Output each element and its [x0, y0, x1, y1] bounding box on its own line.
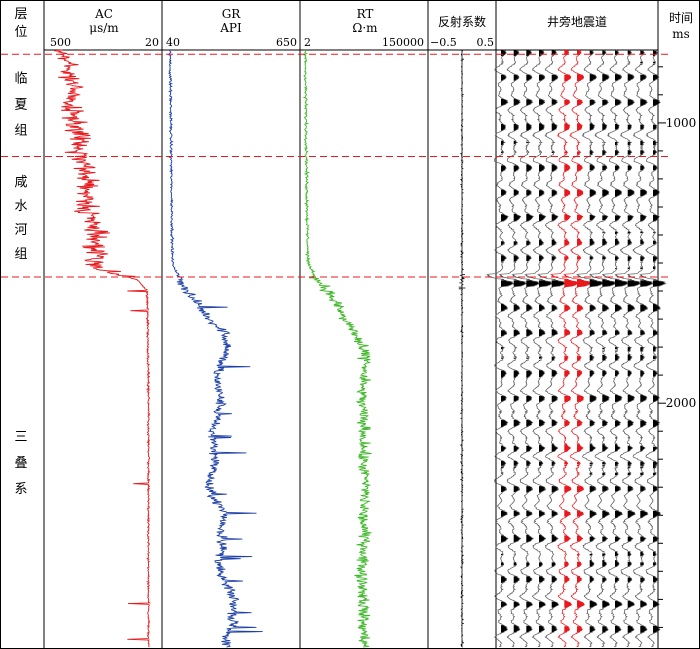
- seismic-trace-11: [614, 49, 643, 648]
- seismic-trace-8: [576, 49, 605, 648]
- ac-header-name: AC: [94, 7, 113, 21]
- log-tracks: [53, 49, 667, 648]
- rt-header-unit: Ω·m: [352, 21, 378, 35]
- seismic-trace-4: [524, 49, 555, 648]
- formation-1-char-3: 组: [14, 123, 27, 138]
- seismic-trace-fill-13: [653, 50, 666, 634]
- gr-header-name: GR: [222, 7, 242, 21]
- ac-scale-left: 500: [50, 36, 71, 49]
- seismic-trace-9: [588, 49, 618, 648]
- seismic-trace-12: [626, 49, 655, 648]
- refl-spikes: [458, 50, 466, 648]
- formation-header-line2: 位: [14, 25, 27, 40]
- formation-header-line1: 层: [14, 7, 27, 22]
- rt-scale-right: 150000: [382, 36, 424, 49]
- formation-2-char-2: 水: [14, 199, 27, 214]
- time-label-1000: 1000: [666, 116, 697, 130]
- seismic-trace-fill-5: [551, 50, 566, 633]
- seismic-trace-fill-6: [564, 50, 579, 633]
- formation-boundaries: [1, 53, 670, 278]
- rt-header-name: RT: [357, 7, 374, 21]
- time-header-unit: ms: [672, 27, 690, 41]
- seismic-trace-fill-2: [513, 50, 527, 633]
- ac-header-unit: μs/m: [89, 21, 119, 35]
- gr-scale-right: 650: [276, 36, 297, 49]
- rt-curve: [302, 49, 372, 648]
- refl-scale-left: −0.5: [430, 36, 457, 49]
- seismic-trace-13: [639, 49, 667, 648]
- seismic-trace-fill-12: [640, 50, 654, 634]
- time-header-name: 时间: [669, 11, 693, 25]
- seismic-trace-fill-3: [526, 50, 540, 633]
- formation-3-char-3: 系: [14, 482, 27, 497]
- ac-curve: [53, 49, 152, 648]
- seismic-trace-7: [563, 49, 593, 648]
- column-headers: 层 位 AC μs/m 500 20 GR API 40 650 RT Ω·m …: [14, 7, 693, 49]
- seismic-trace-2: [498, 49, 529, 648]
- seismic-trace-1: [486, 49, 516, 648]
- seismic-trace-6: [550, 49, 580, 648]
- seismic-trace-3: [511, 49, 542, 648]
- seismic-trace-fill-4: [539, 50, 553, 633]
- refl-scale-right: 0.5: [477, 36, 495, 49]
- seismic-header-name: 井旁地震道: [547, 14, 607, 29]
- gr-scale-left: 40: [166, 36, 180, 49]
- gr-header-unit: API: [219, 21, 242, 35]
- time-axis: 1000 2000: [658, 66, 697, 628]
- gr-curve: [167, 49, 263, 648]
- formation-2-char-1: 咸: [14, 175, 27, 190]
- refl-header-name: 反射系数: [438, 14, 486, 29]
- formation-1-char-1: 临: [14, 71, 27, 86]
- seismic-trace-fill-1: [501, 50, 514, 633]
- formation-3-char-1: 三: [14, 430, 27, 445]
- seismic-trace-5: [537, 49, 567, 648]
- ac-scale-right: 20: [145, 36, 159, 49]
- formation-1-char-2: 夏: [14, 97, 27, 112]
- seismic-trace-10: [601, 49, 630, 648]
- rt-scale-left: 2: [304, 36, 311, 49]
- formation-3-char-2: 叠: [14, 456, 27, 471]
- formation-2-char-4: 组: [14, 247, 27, 262]
- formation-2-char-3: 河: [14, 223, 27, 238]
- time-label-2000: 2000: [666, 396, 697, 410]
